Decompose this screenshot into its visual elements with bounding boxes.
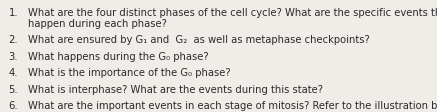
Text: 6.: 6.	[8, 101, 18, 111]
Text: 5.: 5.	[8, 84, 18, 95]
Text: happen during each phase?: happen during each phase?	[28, 18, 167, 28]
Text: What are ensured by G₁ and  G₂  as well as metaphase checkpoints?: What are ensured by G₁ and G₂ as well as…	[28, 35, 370, 45]
Text: What happens during the G₀ phase?: What happens during the G₀ phase?	[28, 52, 208, 61]
Text: 1.: 1.	[8, 8, 18, 18]
Text: What is the importance of the G₀ phase?: What is the importance of the G₀ phase?	[28, 68, 231, 78]
Text: 3.: 3.	[8, 52, 18, 61]
Text: What are the four distinct phases of the cell cycle? What are the specific event: What are the four distinct phases of the…	[28, 8, 437, 18]
Text: 4.: 4.	[8, 68, 18, 78]
Text: What are the important events in each stage of mitosis? Refer to the illustratio: What are the important events in each st…	[28, 101, 437, 111]
Text: 2.: 2.	[8, 35, 18, 45]
Text: What is interphase? What are the events during this state?: What is interphase? What are the events …	[28, 84, 323, 95]
